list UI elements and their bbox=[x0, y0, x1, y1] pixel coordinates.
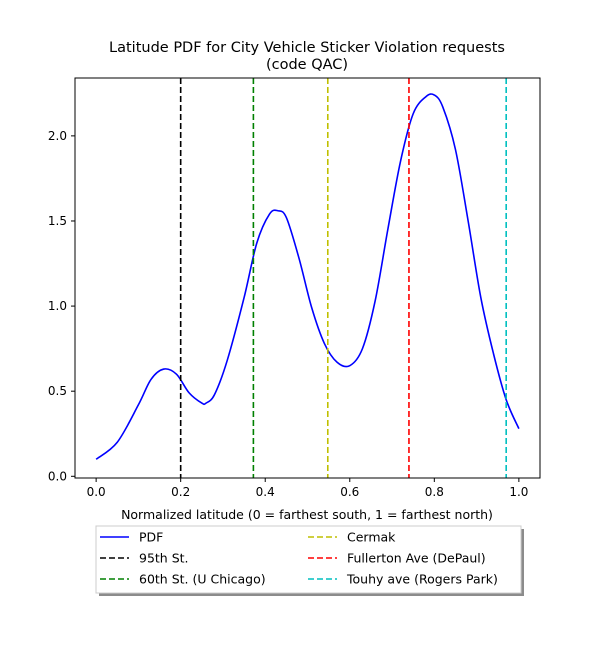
chart-title-line2: (code QAC) bbox=[266, 57, 348, 73]
y-axis: 0.0 0.5 1.0 1.5 2.0 bbox=[48, 129, 75, 483]
chart-title-line1: Latitude PDF for City Vehicle Sticker Vi… bbox=[109, 40, 505, 56]
plot-frame bbox=[74, 77, 541, 479]
plot-content bbox=[95, 78, 520, 478]
legend-label-2: 60th St. (U Chicago) bbox=[139, 572, 266, 587]
x-axis: 0.0 0.2 0.4 0.6 0.8 1.0 bbox=[87, 478, 528, 499]
x-tick-label-5: 1.0 bbox=[509, 485, 528, 499]
legend-label-1: 95th St. bbox=[139, 551, 189, 566]
y-tick-label-2: 1.0 bbox=[48, 299, 67, 313]
x-tick-label-3: 0.6 bbox=[340, 485, 359, 499]
legend: PDF 95th St. 60th St. (U Chicago) Cermak Ful… bbox=[95, 525, 524, 596]
y-tick-label-3: 1.5 bbox=[48, 214, 67, 228]
series-line-0 bbox=[95, 93, 520, 460]
legend-label-0: PDF bbox=[139, 530, 163, 545]
y-tick-label-1: 0.5 bbox=[48, 384, 67, 398]
x-tick-label-1: 0.2 bbox=[171, 485, 190, 499]
x-tick-label-4: 0.8 bbox=[425, 485, 444, 499]
legend-label-3: Cermak bbox=[347, 530, 396, 545]
x-tick-label-2: 0.4 bbox=[256, 485, 275, 499]
y-tick-label-4: 2.0 bbox=[48, 129, 67, 143]
legend-label-5: Touhy ave (Rogers Park) bbox=[346, 572, 498, 587]
y-tick-label-0: 0.0 bbox=[48, 469, 67, 483]
x-tick-label-0: 0.0 bbox=[87, 485, 106, 499]
legend-items: PDF 95th St. 60th St. (U Chicago) Cermak Ful… bbox=[100, 530, 498, 587]
x-axis-label: Normalized latitude (0 = farthest south,… bbox=[121, 507, 493, 522]
legend-label-4: Fullerton Ave (DePaul) bbox=[347, 551, 486, 566]
